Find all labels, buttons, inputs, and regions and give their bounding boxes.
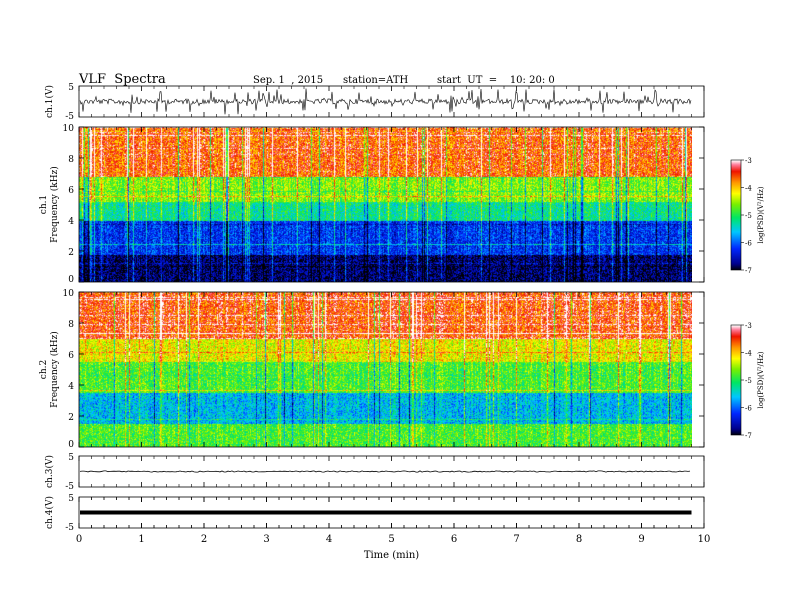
ch1-spectrogram-panel-colorbar xyxy=(731,160,741,270)
y-tick-label: 2 xyxy=(68,248,74,258)
ch1-waveform-panel-ylabel: ch.1(V) xyxy=(44,85,55,118)
y-tick-label: 10 xyxy=(63,289,75,299)
colorbar-tick-label: -6 xyxy=(745,240,752,248)
y-tick-label: -5 xyxy=(65,482,74,492)
start-time-label: start UT = 10: 20: 0 xyxy=(437,75,555,86)
ch1-waveform-trace xyxy=(79,88,692,115)
y-tick-label: 0 xyxy=(68,275,74,285)
x-tick-label: 4 xyxy=(326,534,332,545)
x-tick-label: 6 xyxy=(451,534,457,545)
x-tick-label: 0 xyxy=(76,534,82,545)
x-tick-label: 1 xyxy=(138,534,144,545)
ch1-spectrogram-panel-ylabel: Frequency (kHz) xyxy=(49,166,60,243)
colorbar-tick-label: -4 xyxy=(745,350,752,358)
x-tick-label: 7 xyxy=(513,534,519,545)
y-tick-label: 2 xyxy=(68,413,74,423)
y-tick-label: 5 xyxy=(68,494,74,504)
y-tick-label: 10 xyxy=(63,124,75,134)
chart-title: VLF Spectra xyxy=(79,72,166,87)
x-tick-label: 10 xyxy=(698,534,711,545)
ch2-spectrogram-panel-channel-label: ch.2 xyxy=(39,360,49,379)
colorbar-tick-label: -4 xyxy=(745,185,752,193)
colorbar-tick-label: -7 xyxy=(745,267,752,275)
ch1-spectrogram-panel-colorbar-label: log(PSD)(V²/Hz) xyxy=(757,186,765,243)
ch3-waveform-trace xyxy=(79,470,691,473)
ch4-waveform-panel-ylabel: ch.4(V) xyxy=(44,496,55,529)
y-tick-label: 6 xyxy=(68,351,74,361)
y-tick-label: -5 xyxy=(65,112,74,122)
y-tick-label: 8 xyxy=(68,320,74,330)
date-label: Sep. 1 , 2015 xyxy=(253,75,324,86)
x-tick-label: 5 xyxy=(388,534,394,545)
x-tick-label: 2 xyxy=(201,534,207,545)
y-tick-label: 4 xyxy=(68,382,74,392)
x-tick-label: 9 xyxy=(638,534,644,545)
ch2-spectrogram-panel-ylabel: Frequency (kHz) xyxy=(49,331,60,408)
station-label: station=ATH xyxy=(343,75,409,86)
x-tick-label: 8 xyxy=(576,534,582,545)
y-tick-label: 5 xyxy=(68,453,74,463)
colorbar-tick-label: -5 xyxy=(745,377,752,385)
ch2-spectrogram-panel-image xyxy=(79,292,692,447)
ch2-spectrogram-panel-colorbar-label: log(PSD)(V²/Hz) xyxy=(757,351,765,408)
y-tick-label: 0 xyxy=(68,440,74,450)
x-tick-label: 3 xyxy=(263,534,269,545)
colorbar-tick-label: -7 xyxy=(745,432,752,440)
y-tick-label: 6 xyxy=(68,186,74,196)
ch1-spectrogram-panel-image xyxy=(79,127,692,282)
y-tick-label: -5 xyxy=(65,523,74,533)
ch3-waveform-panel-ylabel: ch.3(V) xyxy=(44,455,55,488)
x-axis-label: Time (min) xyxy=(364,550,419,561)
y-tick-label: 8 xyxy=(68,155,74,165)
y-tick-label: 5 xyxy=(68,83,74,93)
colorbar-tick-label: -6 xyxy=(745,405,752,413)
y-tick-label: 4 xyxy=(68,217,74,227)
ch2-spectrogram-panel-colorbar xyxy=(731,325,741,435)
colorbar-tick-label: -5 xyxy=(745,212,752,220)
colorbar-tick-label: -3 xyxy=(745,157,752,165)
colorbar-tick-label: -3 xyxy=(745,322,752,330)
ch1-spectrogram-panel-channel-label: ch.1 xyxy=(39,195,49,214)
